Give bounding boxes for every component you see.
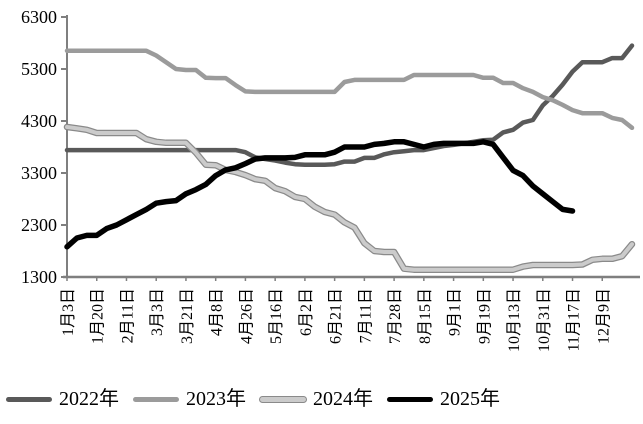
x-tick-label: 8月15日 [417,288,434,344]
series-line-2023年 [64,48,635,131]
x-tick-label: 6月21日 [328,288,345,344]
x-tick-label: 3月3日 [149,288,166,336]
y-tick-label: 2300 [21,215,57,235]
legend-item-2024年: 2024年 [260,389,373,409]
legend-swatch-icon [260,396,306,402]
x-tick-label: 9月1日 [447,288,464,336]
y-tick-label: 3300 [21,163,57,183]
legend-label: 2022年 [59,388,119,410]
y-tick-label: 6300 [21,7,57,27]
x-tick-label: 9月19日 [476,288,493,344]
x-tick-label: 11月17日 [566,288,583,351]
x-tick-label: 3月21日 [179,288,196,344]
x-tick-label: 7月28日 [387,288,404,344]
y-tick-label: 1300 [21,267,57,287]
legend-label: 2024年 [313,388,373,410]
series-line-2025年 [64,139,576,250]
legend-swatch-icon [133,396,179,402]
x-tick-label: 10月31日 [536,288,553,352]
y-tick-label: 4300 [21,111,57,131]
y-tick-label: 5300 [21,59,57,79]
x-tick-label: 6月2日 [298,288,315,336]
legend-item-2025年: 2025年 [387,389,500,409]
x-tick-label: 12月9日 [595,288,612,344]
x-tick-label: 4月8日 [209,288,226,336]
series-line-2022年 [64,43,635,167]
x-tick-label: 10月13日 [506,288,523,352]
x-tick-label: 2月11日 [119,288,136,343]
legend-item-2023年: 2023年 [133,389,246,409]
x-tick-label: 7月11日 [357,288,374,343]
chart-legend: 2022年 2023年 2024年 2025年 [6,382,643,416]
x-tick-label: 4月26日 [238,288,255,344]
x-tick-label: 5月16日 [268,288,285,344]
series-line-2024年 [65,125,634,272]
legend-swatch-icon [6,396,52,402]
legend-swatch-icon [387,396,433,402]
legend-label: 2025年 [440,388,500,410]
x-tick-label: 1月20日 [90,288,107,344]
legend-label: 2023年 [186,388,246,410]
x-tick-label: 1月3日 [60,288,77,336]
legend-item-2022年: 2022年 [6,389,119,409]
